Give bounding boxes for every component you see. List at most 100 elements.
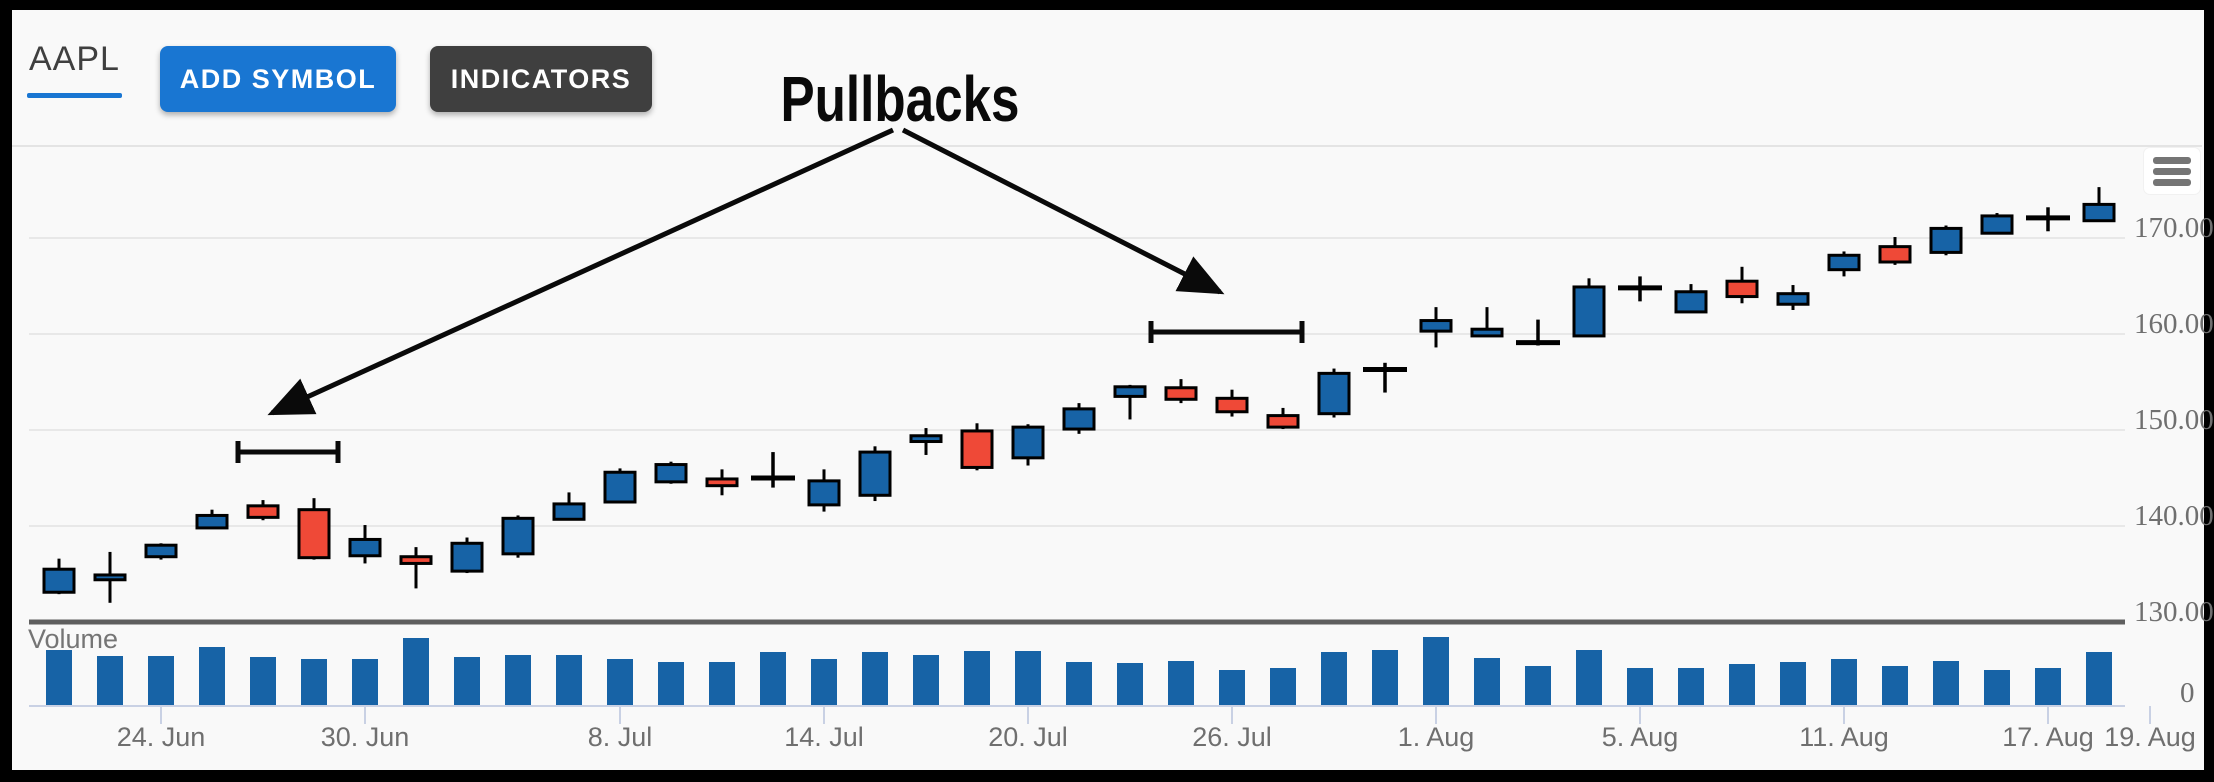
indicators-button[interactable]: INDICATORS [430,46,652,112]
date-label: 14. Jul [784,722,864,752]
volume-bar [1270,668,1296,706]
symbol-tab-aapl[interactable]: AAPL [27,40,122,98]
date-label: 5. Aug [1602,722,1679,752]
volume-bar [1117,663,1143,706]
candle-body [1929,226,1963,254]
candle-body [144,543,178,559]
candle-body [1266,414,1300,429]
candle-body [1164,386,1198,401]
candle [1572,278,1606,338]
candle [1317,368,1351,418]
candle-body [1470,327,1504,338]
volume-bar [454,657,480,706]
volume-bar [1984,670,2010,706]
candle-body [909,434,943,444]
candle [1363,362,1407,393]
candle-body [1776,292,1810,306]
candle [1618,276,1662,302]
pullback-arrow [267,127,895,416]
candle [858,446,892,502]
chart-toolbar: AAPL ADD SYMBOL INDICATORS [12,10,2204,146]
candle-body [1674,290,1708,314]
hamburger-bar [2153,168,2191,175]
date-label: 11. Aug [1799,722,1889,752]
volume-bar [1015,651,1041,706]
candle-body [195,513,229,530]
pullback-range-bracket [1148,321,1305,343]
candle [1266,407,1300,430]
volume-bar [1933,661,1959,706]
candle-body [1572,285,1606,338]
volume-bar [1627,668,1653,706]
candle [2082,187,2116,223]
candle-body [1215,396,1249,414]
volume-bar [1066,662,1092,706]
price-label: 170.00 [2134,212,2214,244]
candle [1215,389,1249,417]
hamburger-menu-icon[interactable] [2144,148,2200,194]
date-label: 8. Jul [588,722,653,752]
date-label: 26. Jul [1192,722,1272,752]
candle-body [705,477,739,488]
candle [450,537,484,574]
price-label: 160.00 [2134,308,2214,340]
price-label: 130.00 [2134,596,2214,628]
candle-body [807,479,841,507]
candlestick-series [42,187,2116,603]
price-gridlines [12,145,2202,527]
volume-bar [352,659,378,706]
volume-bar [301,659,327,706]
candle-body [603,470,637,504]
candle-body [1062,407,1096,431]
candle-body [246,504,280,519]
candle [552,492,586,521]
candle [297,498,331,560]
volume-bar [913,655,939,706]
date-label: 24. Jun [117,722,206,752]
volume-bar [2035,668,2061,706]
hamburger-bar [2153,157,2191,164]
pullback-arrow [901,127,1225,295]
candle-body [1113,385,1147,398]
candle-body [1419,319,1453,333]
volume-bar [46,650,72,706]
candle [246,500,280,521]
volume-bar [862,652,888,706]
price-label: 150.00 [2134,404,2214,436]
volume-series [46,637,2112,706]
volume-zero-label: 0 [2180,677,2195,709]
candle [1011,424,1045,466]
candle [1062,403,1096,434]
date-label: 1. Aug [1398,722,1475,752]
volume-bar [403,638,429,706]
candle-body [2082,202,2116,223]
volume-bar [97,656,123,706]
date-label: 19. Aug [2104,722,2196,752]
volume-bar [1780,662,1806,706]
candle-body [858,450,892,497]
volume-bar [199,647,225,706]
candle-body [1011,425,1045,460]
candle [2026,207,2070,232]
candle [1980,213,2014,235]
candle [1725,266,1759,304]
candle-body [348,537,382,558]
candle [705,469,739,496]
candle-body [1725,279,1759,299]
volume-bar [250,657,276,706]
add-symbol-button[interactable]: ADD SYMBOL [160,46,396,112]
candle-body [450,541,484,573]
candle [195,509,229,530]
candle-body [1827,253,1861,272]
candle [1929,225,1963,256]
volume-bar [1882,666,1908,706]
candle [1113,384,1147,420]
candle [1419,307,1453,348]
volume-bar [658,662,684,706]
candle-body [297,508,331,560]
price-label: 140.00 [2134,500,2214,532]
volume-bar [964,651,990,706]
candle-body [960,429,994,469]
candle [603,468,637,504]
